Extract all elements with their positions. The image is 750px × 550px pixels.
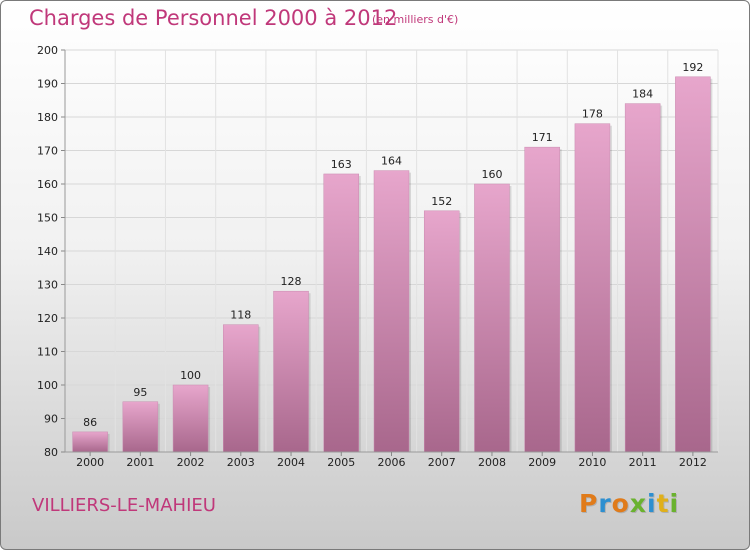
bar-value-label: 178 (582, 108, 603, 121)
bar (122, 401, 159, 453)
bar (675, 76, 711, 453)
y-tick-label: 160 (37, 178, 58, 191)
y-tick-label: 120 (37, 312, 58, 325)
logo-letter: i (647, 489, 657, 518)
bar-value-label: 100 (180, 369, 201, 382)
bar (223, 324, 259, 453)
bar (524, 146, 560, 453)
y-tick-label: 150 (37, 212, 58, 225)
x-tick-label: 2005 (327, 456, 355, 469)
bar (423, 210, 460, 453)
bar (474, 183, 510, 453)
bar (624, 103, 661, 453)
y-tick-label: 100 (37, 379, 58, 392)
logo-letter: t (656, 489, 670, 518)
bar-value-label: 184 (632, 88, 653, 101)
y-tick-label: 140 (37, 245, 58, 258)
bar-series (72, 76, 713, 453)
bar-value-label: 95 (133, 386, 147, 399)
bar-value-label: 160 (481, 168, 502, 181)
proxiti-logo[interactable]: Proxiti (579, 489, 679, 518)
bar-value-label: 152 (431, 195, 452, 208)
x-tick-label: 2004 (277, 456, 305, 469)
chart-subtitle: (en milliers d'€) (372, 13, 459, 26)
bar-value-label: 171 (532, 131, 553, 144)
bar (172, 384, 209, 453)
bar (323, 173, 360, 453)
x-tick-label: 2010 (578, 456, 606, 469)
axes: 80 90 100 110 120 130 140 150 160 170 180 190 200 200… (37, 44, 718, 469)
logo-letter: P (579, 489, 599, 518)
y-tick-label: 90 (44, 413, 58, 426)
x-tick-label: 2003 (227, 456, 255, 469)
bar (373, 170, 410, 453)
x-tick-label: 2012 (679, 456, 707, 469)
logo-letter: o (611, 489, 630, 518)
logo-letter: i (669, 489, 680, 518)
y-tick-label: 80 (44, 446, 58, 459)
x-tick-label: 2002 (177, 456, 205, 469)
bar (72, 431, 108, 453)
x-tick-label: 2000 (76, 456, 104, 469)
bar (273, 290, 309, 453)
y-tick-label: 180 (37, 111, 58, 124)
bar-value-label: 192 (682, 61, 703, 74)
bar-value-label: 163 (331, 158, 352, 171)
bar-value-label: 128 (281, 275, 302, 288)
bar (574, 123, 611, 453)
logo-letter: x (629, 489, 647, 518)
city-name: VILLIERS-LE-MAHIEU (32, 495, 216, 516)
x-tick-label: 2001 (126, 456, 154, 469)
x-tick-label: 2007 (428, 456, 456, 469)
y-tick-label: 170 (37, 145, 58, 158)
bar-value-label: 118 (230, 309, 251, 322)
x-tick-label: 2008 (478, 456, 506, 469)
y-tick-label: 190 (37, 78, 58, 91)
y-tick-label: 110 (37, 346, 58, 359)
chart-title: Charges de Personnel 2000 à 2012 (29, 6, 398, 30)
bar-value-label: 164 (381, 155, 402, 168)
x-tick-label: 2009 (528, 456, 556, 469)
logo-letter: r (598, 489, 612, 518)
bar-value-label: 86 (83, 416, 97, 429)
x-tick-label: 2006 (378, 456, 406, 469)
data-labels: 86 95 100 118 128 163 164 152 160 171 178 184 192 (83, 61, 703, 429)
y-tick-label: 200 (37, 44, 58, 57)
x-tick-label: 2011 (629, 456, 657, 469)
y-tick-label: 130 (37, 279, 58, 292)
